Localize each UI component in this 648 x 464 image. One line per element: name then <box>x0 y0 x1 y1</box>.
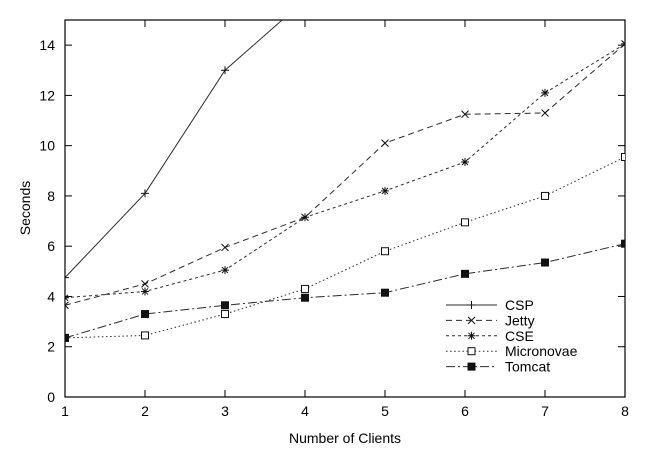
marker-asterisk <box>141 287 149 296</box>
legend-item-tomcat: Tomcat <box>446 359 550 375</box>
marker-cross <box>381 139 389 148</box>
marker-plus <box>65 273 69 282</box>
marker-asterisk <box>621 39 625 48</box>
y-tick-label: 8 <box>47 188 55 204</box>
series-jetty <box>65 40 625 310</box>
legend-item-jetty: Jetty <box>446 312 535 328</box>
series-line <box>65 43 625 299</box>
y-tick-label: 2 <box>47 339 55 355</box>
marker-filled-square <box>621 239 625 248</box>
x-tick-label: 2 <box>141 403 149 419</box>
y-tick-label: 4 <box>47 288 55 304</box>
y-tick-label: 0 <box>47 389 55 405</box>
series-line <box>65 243 625 339</box>
marker-filled-square <box>467 362 476 371</box>
legend-item-cse: CSE <box>446 328 534 344</box>
marker-filled-square <box>541 258 549 267</box>
series-csp <box>65 0 309 282</box>
series-line <box>65 43 625 306</box>
legend-label: Micronovae <box>505 343 578 359</box>
legend-item-csp: CSP <box>446 297 534 313</box>
series-tomcat <box>65 239 625 342</box>
y-tick-label: 14 <box>39 37 55 53</box>
marker-plus <box>467 301 476 309</box>
series-line <box>65 20 283 278</box>
x-tick-label: 1 <box>61 403 69 419</box>
marker-open-square <box>461 218 469 227</box>
marker-cross <box>541 109 549 117</box>
marker-open-square <box>467 347 476 356</box>
marker-filled-square <box>141 310 149 319</box>
marker-filled-square <box>65 333 69 342</box>
y-axis-label: Seconds <box>17 181 33 235</box>
marker-open-square <box>141 331 149 340</box>
marker-open-square <box>301 284 309 293</box>
y-tick-label: 6 <box>47 238 55 254</box>
marker-cross <box>467 316 476 325</box>
legend-label: Jetty <box>505 312 535 328</box>
marker-filled-square <box>381 288 389 297</box>
marker-open-square <box>221 310 229 319</box>
series-cse <box>65 39 625 302</box>
marker-plus <box>301 0 309 4</box>
legend-label: CSE <box>505 328 534 344</box>
marker-cross <box>141 280 149 288</box>
marker-asterisk <box>381 186 389 195</box>
marker-filled-square <box>461 269 469 278</box>
x-axis-label: Number of Clients <box>289 430 401 446</box>
marker-open-square <box>621 152 625 161</box>
marker-plus <box>141 189 149 198</box>
marker-cross <box>221 243 229 252</box>
marker-filled-square <box>301 293 309 302</box>
x-tick-label: 4 <box>301 403 309 419</box>
marker-plus <box>221 66 229 75</box>
marker-open-square <box>381 247 389 256</box>
marker-asterisk <box>301 213 309 222</box>
plot-frame <box>64 19 626 398</box>
x-tick-label: 7 <box>541 403 549 419</box>
marker-asterisk <box>467 331 476 340</box>
marker-cross <box>65 301 69 310</box>
marker-asterisk <box>541 88 549 97</box>
legend-label: Tomcat <box>505 359 550 375</box>
x-tick-label: 8 <box>621 403 629 419</box>
y-tick-label: 10 <box>39 138 55 154</box>
y-tick-label: 12 <box>39 87 55 103</box>
marker-filled-square <box>221 301 229 310</box>
marker-asterisk <box>65 293 69 302</box>
x-tick-label: 3 <box>221 403 229 419</box>
marker-open-square <box>541 191 549 200</box>
x-tick-label: 5 <box>381 403 389 419</box>
legend-label: CSP <box>505 297 534 313</box>
marker-asterisk <box>461 158 469 167</box>
marker-cross <box>461 110 469 119</box>
x-tick-label: 6 <box>461 403 469 419</box>
marker-asterisk <box>221 266 229 275</box>
legend-item-micronovae: Micronovae <box>446 343 578 359</box>
